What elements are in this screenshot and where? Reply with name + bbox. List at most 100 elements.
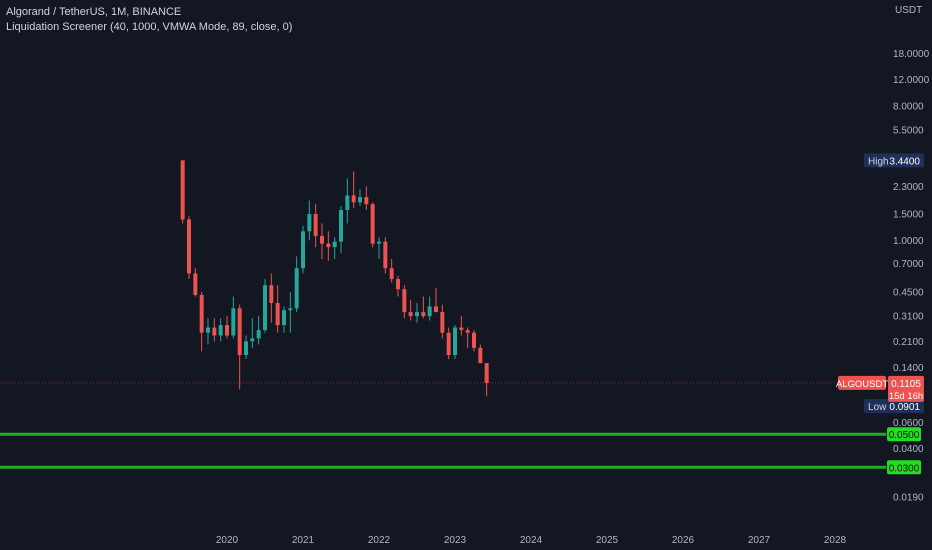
- candle-body: [332, 241, 337, 248]
- candle-body: [320, 235, 324, 244]
- candle: [408, 299, 413, 321]
- candle: [206, 318, 210, 345]
- candle: [389, 258, 394, 283]
- candle: [231, 296, 236, 339]
- candle: [453, 325, 457, 359]
- candle-body: [396, 279, 400, 290]
- candle: [358, 189, 362, 207]
- candle: [199, 292, 204, 352]
- y-tick-label: 8.0000: [893, 101, 924, 112]
- y-tick-label: 0.0190: [893, 492, 924, 503]
- x-tick-label: 2026: [672, 535, 695, 546]
- price-tag-value: 0.1105: [891, 379, 921, 390]
- candle-body: [484, 363, 489, 383]
- candle-body: [358, 197, 362, 203]
- candle-body: [269, 285, 274, 303]
- level-tag-label: 0.0300: [889, 463, 920, 474]
- x-tick-label: 2020: [216, 535, 239, 546]
- indicator-legend[interactable]: Liquidation Screener (40, 1000, VMWA Mod…: [6, 21, 293, 33]
- candle-body: [389, 268, 394, 280]
- candle-body: [218, 325, 223, 336]
- candle: [294, 256, 299, 313]
- symbol-tag-label: ALGOUSDT: [836, 379, 888, 390]
- chart-title: Algorand / TetherUS, 1M, BINANCE: [6, 6, 182, 18]
- symbol-tag: [838, 375, 886, 390]
- y-tick-label: 0.0600: [893, 418, 924, 429]
- candle-body: [237, 308, 242, 356]
- y-tick-label: 1.0000: [893, 236, 924, 247]
- candle-body: [231, 308, 236, 336]
- candle: [345, 178, 350, 224]
- candle: [446, 327, 451, 359]
- candle: [415, 302, 419, 323]
- y-axis-unit: USDT: [895, 5, 922, 16]
- candle: [212, 318, 217, 342]
- candle-body: [263, 285, 267, 331]
- candle-body: [282, 310, 286, 326]
- candle: [263, 279, 267, 333]
- candle: [396, 275, 400, 297]
- candle: [351, 171, 356, 208]
- candle: [193, 268, 198, 297]
- candle-body: [294, 268, 299, 309]
- price-tag: [888, 375, 924, 402]
- candle: [478, 344, 483, 364]
- candle: [301, 225, 305, 274]
- y-tick-label: 18.0000: [893, 49, 930, 60]
- candle: [472, 330, 476, 352]
- candle: [465, 327, 470, 348]
- candle: [484, 363, 489, 397]
- candle-body: [212, 327, 217, 336]
- candle: [218, 318, 223, 342]
- candle: [250, 318, 255, 348]
- low-badge: [864, 399, 924, 414]
- level-tag: [887, 427, 921, 442]
- candle-body: [256, 330, 261, 339]
- candle-body: [187, 219, 191, 274]
- x-tick-label: 2021: [292, 535, 315, 546]
- candle: [288, 292, 293, 333]
- candle: [282, 306, 286, 333]
- candle-body: [446, 332, 451, 356]
- candle-body: [326, 243, 331, 248]
- level-tag-label: 0.0500: [889, 430, 920, 441]
- candle-body: [377, 241, 381, 244]
- y-tick-label: 0.7000: [893, 259, 924, 270]
- x-tick-label: 2023: [444, 535, 467, 546]
- high-badge-value: 3.4400: [889, 156, 920, 167]
- candle-body: [427, 306, 432, 317]
- candle-body: [244, 341, 248, 356]
- candle: [434, 287, 438, 313]
- candle: [256, 316, 261, 345]
- y-tick-label: 0.2100: [893, 337, 924, 348]
- y-tick-label: 1.5000: [893, 210, 924, 221]
- candle: [364, 186, 369, 210]
- candle-body: [459, 327, 464, 331]
- candle: [237, 304, 242, 390]
- y-tick-label: 12.0000: [893, 75, 930, 86]
- candle-body: [206, 327, 210, 333]
- x-tick-label: 2027: [748, 535, 771, 546]
- y-tick-label: 0.1400: [893, 363, 924, 374]
- candle-body: [434, 306, 438, 313]
- candle: [402, 285, 407, 319]
- candle-body: [421, 312, 426, 317]
- candle: [332, 237, 337, 259]
- candle-body: [199, 294, 204, 333]
- candle-body: [472, 332, 476, 348]
- candle-body: [275, 302, 280, 326]
- low-badge-value: 0.0901: [889, 402, 920, 413]
- candle: [440, 304, 445, 339]
- price-tag-countdown: 15d 16h: [889, 391, 923, 402]
- candle-body: [339, 209, 343, 242]
- candle: [187, 216, 191, 280]
- candle: [377, 237, 381, 259]
- candle: [339, 206, 343, 254]
- level-tag: [887, 460, 921, 475]
- y-tick-label: 0.0400: [893, 444, 924, 455]
- candle: [459, 316, 464, 336]
- high-badge: [864, 153, 924, 168]
- candle: [370, 202, 375, 248]
- candle: [421, 296, 426, 319]
